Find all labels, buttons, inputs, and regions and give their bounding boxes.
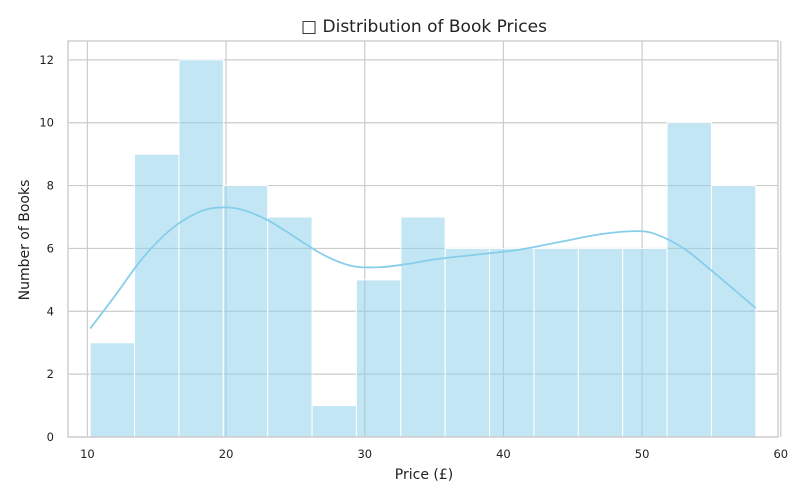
y-tick-label: 4 xyxy=(47,304,54,318)
histogram-bar xyxy=(311,405,357,438)
kde-line xyxy=(89,206,757,330)
histogram-bar xyxy=(178,59,224,438)
y-tick-label: 0 xyxy=(47,430,54,444)
histogram-bar xyxy=(222,185,269,438)
histogram-bar xyxy=(710,185,757,438)
bars xyxy=(89,59,757,438)
histogram-bar xyxy=(400,216,446,438)
histogram-bar xyxy=(355,279,402,438)
x-tick-label: 20 xyxy=(219,447,234,461)
y-tick-label: 8 xyxy=(47,179,54,193)
y-tick-label: 2 xyxy=(47,367,54,381)
histogram-bar xyxy=(444,247,491,438)
x-tick-label: 30 xyxy=(357,447,372,461)
histogram-bar xyxy=(622,247,668,438)
x-tick-label: 10 xyxy=(80,447,95,461)
y-tick-label: 10 xyxy=(39,116,54,130)
histogram-bar xyxy=(533,247,579,438)
y-axis-ticks: 0 2 4 6 8 10 12 xyxy=(39,53,54,444)
y-tick-label: 6 xyxy=(47,241,54,255)
plot-frame xyxy=(67,40,779,438)
kde-curve xyxy=(89,206,757,330)
x-axis-label: Price (£) xyxy=(395,467,453,483)
histogram-bar xyxy=(134,153,180,438)
x-tick-label: 60 xyxy=(773,447,788,461)
histogram-bar xyxy=(489,247,535,438)
y-tick-label: 12 xyxy=(39,53,54,67)
y-axis-label: Number of Books xyxy=(17,180,33,301)
chart-title: □ Distribution of Book Prices xyxy=(301,17,547,37)
histogram-bar xyxy=(267,216,313,438)
x-tick-label: 40 xyxy=(496,447,511,461)
histogram-bar xyxy=(577,247,624,438)
histogram-bar xyxy=(666,122,712,438)
x-tick-label: 50 xyxy=(635,447,650,461)
histogram-bar xyxy=(89,342,136,438)
x-axis-ticks: 10 20 30 40 50 60 xyxy=(80,447,788,461)
